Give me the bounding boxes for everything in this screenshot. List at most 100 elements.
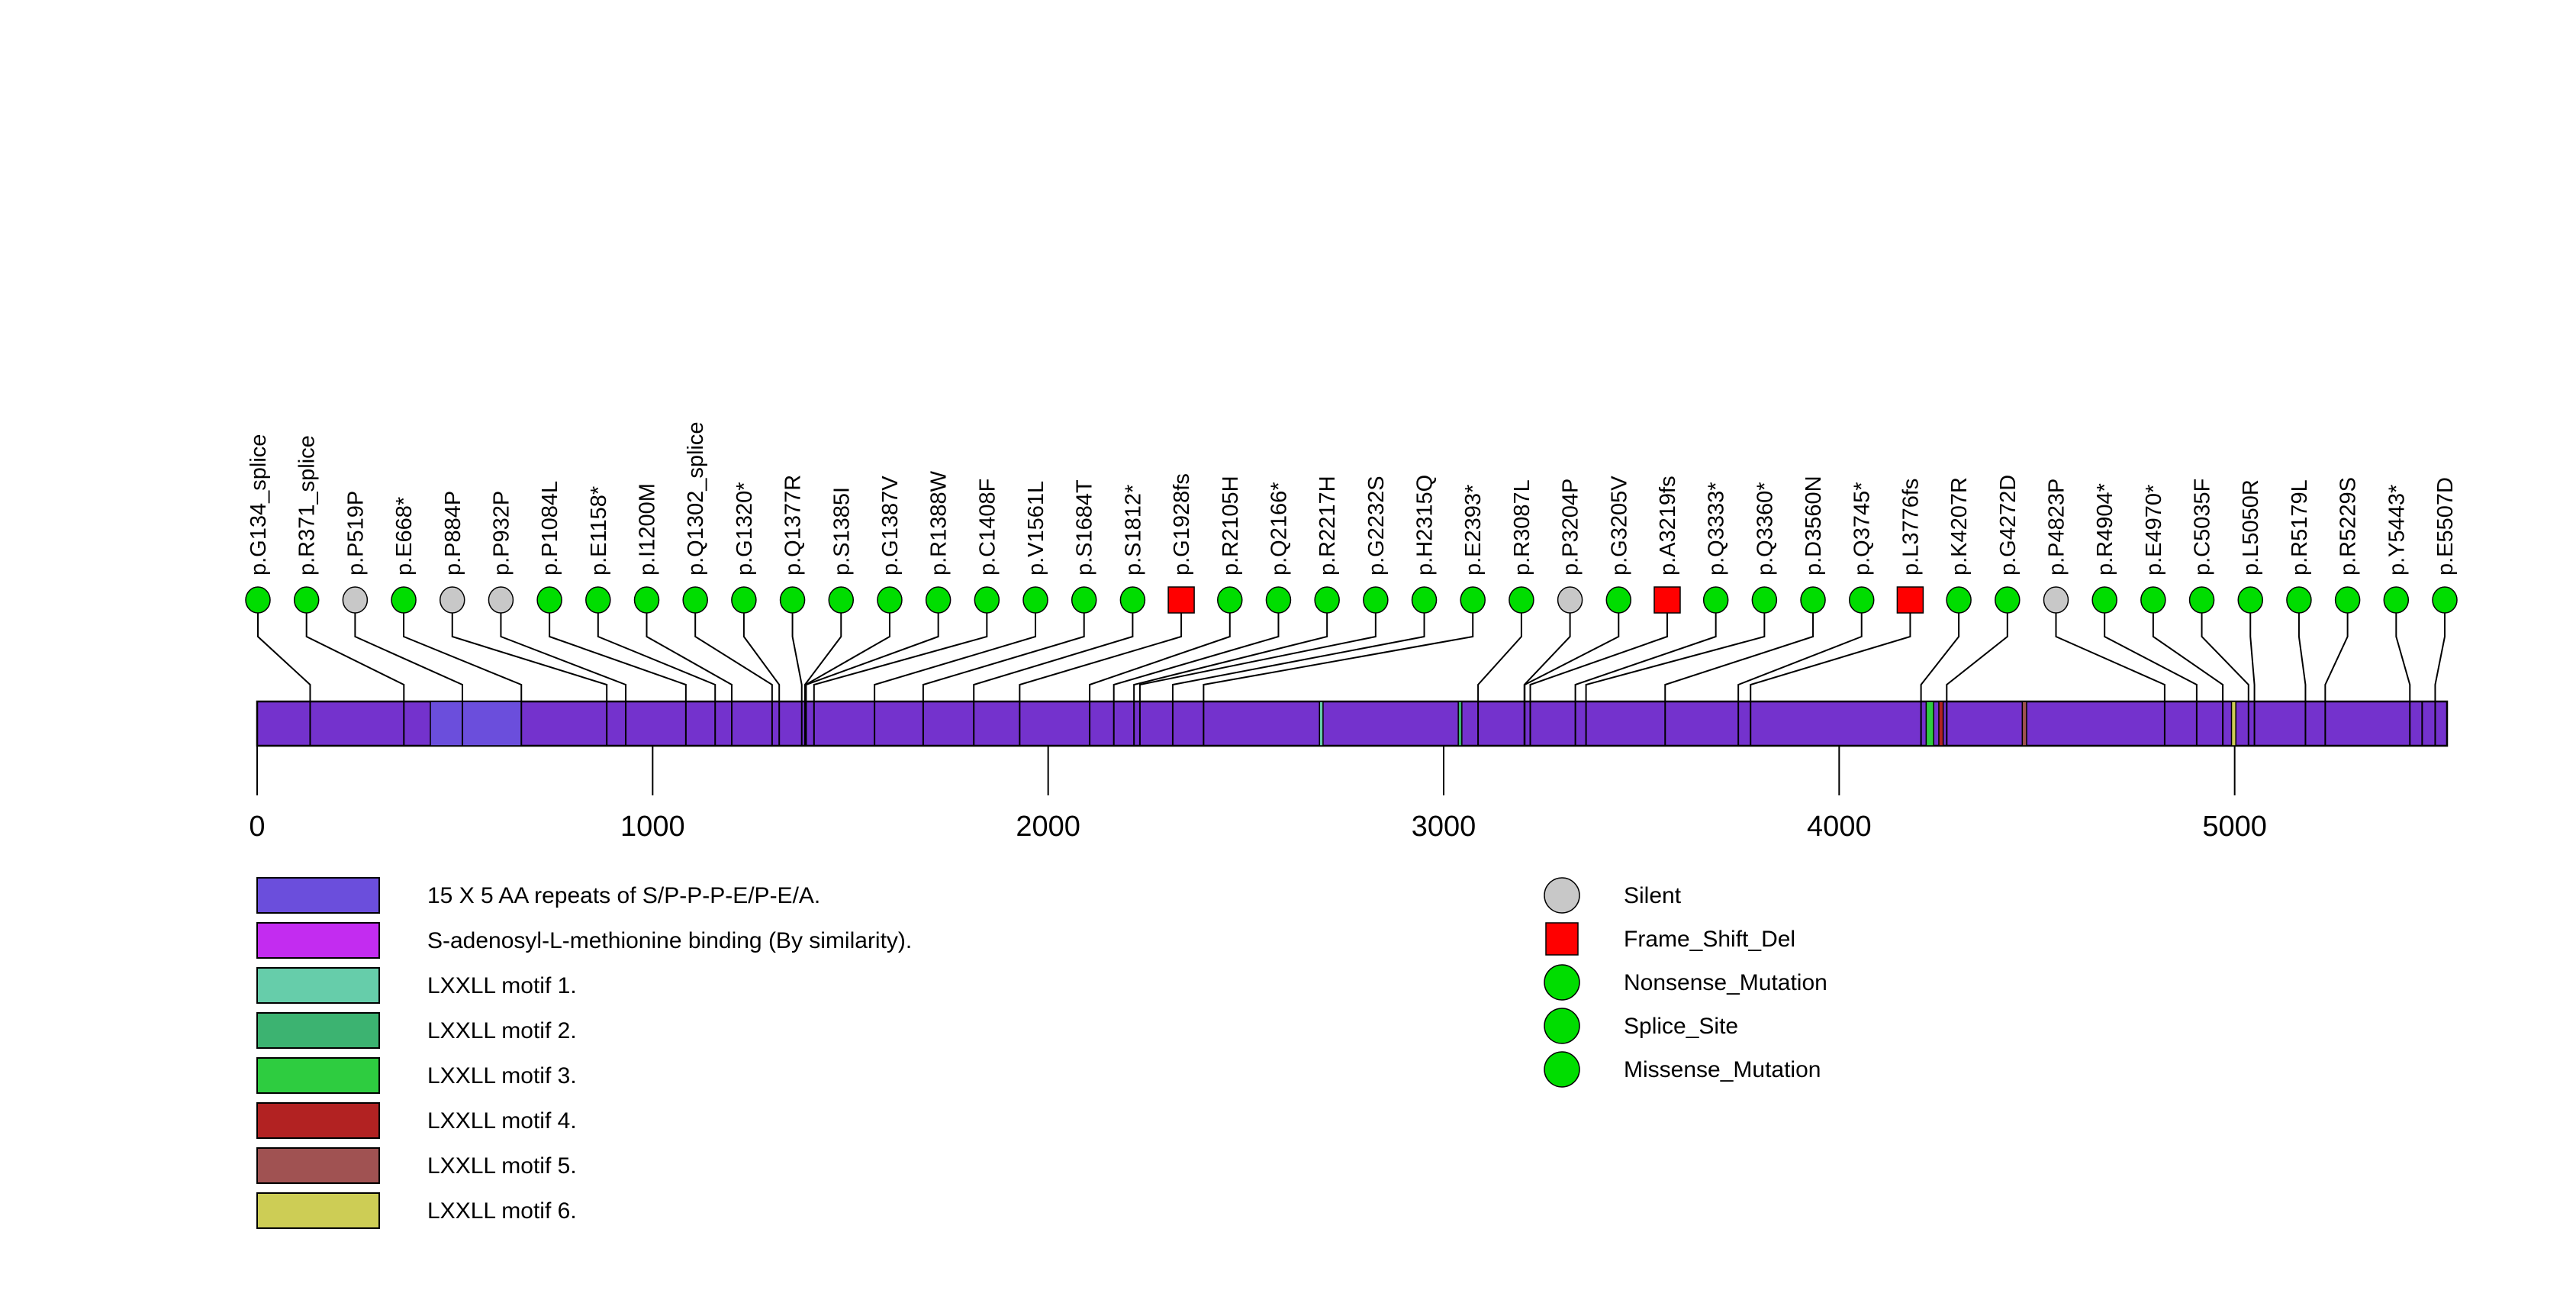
mutation-label: p.Q3333* [1705, 482, 1729, 576]
mutation-label: p.E4970* [2142, 485, 2166, 576]
mutation-connector [1737, 613, 1863, 746]
mutation-marker-circle [2091, 586, 2117, 614]
class-legend-circle [1544, 1051, 1580, 1088]
mutation-connector [1574, 613, 1717, 746]
domain-legend-label: LXXLL motif 3. [427, 1063, 577, 1088]
domain-legend-swatch [256, 1147, 380, 1184]
mutation-connector [451, 613, 608, 746]
mutation-marker-circle [1557, 586, 1583, 614]
mutation-label: p.S1684T [1073, 479, 1097, 576]
mutation-connector [2434, 613, 2446, 746]
mutation-connector [1920, 613, 1960, 746]
axis-tick-label: 0 [249, 811, 265, 843]
domain-lxxll-motif-1 [1319, 701, 1324, 747]
mutation-connector [1133, 613, 1328, 746]
domain-legend-label: LXXLL motif 5. [427, 1153, 577, 1179]
mutation-connector [2324, 613, 2349, 746]
mutation-label: p.P1084L [538, 481, 562, 576]
mutation-label: p.G1387V [878, 476, 903, 576]
mutation-connector [1113, 613, 1280, 746]
domain-legend-swatch [256, 1012, 380, 1049]
domain-legend-label: 15 X 5 AA repeats of S/P-P-P-E/P-E/A. [427, 883, 820, 908]
mutation-label: p.G1320* [733, 482, 757, 576]
axis-tick-label: 5000 [2202, 811, 2267, 843]
mutation-marker-circle [1217, 586, 1243, 614]
mutation-marker-circle [633, 586, 660, 614]
mutation-label: p.I1200M [636, 483, 660, 576]
mutation-marker-circle [1751, 586, 1778, 614]
mutation-connector [1524, 613, 1620, 746]
mutation-marker-circle [1022, 586, 1048, 614]
domain-lxxll-motif-6 [2230, 701, 2236, 747]
domain-legend-label: LXXLL motif 1. [427, 973, 577, 998]
mutation-label: p.P884P [441, 491, 465, 576]
mutation-label: p.L3776fs [1898, 479, 1923, 576]
mutation-connector [354, 613, 464, 746]
class-legend-label: Nonsense_Mutation [1624, 970, 1827, 995]
mutation-connector [1138, 613, 1377, 746]
mutation-label: p.G3205V [1607, 476, 1631, 576]
class-legend-circle [1544, 877, 1580, 914]
mutation-label: p.Q3745* [1850, 482, 1875, 576]
mutation-connector [1750, 613, 1911, 746]
domain-legend-swatch [256, 877, 380, 914]
mutation-marker-circle [1363, 586, 1389, 614]
mutation-connector [803, 613, 842, 746]
mutation-connector [597, 613, 716, 746]
mutation-connector [1203, 613, 1474, 746]
mutation-label: p.E668* [392, 497, 417, 576]
mutation-label: p.G2232S [1364, 476, 1389, 576]
mutation-label: p.V1561L [1024, 481, 1048, 576]
mutation-label: p.K4207R [1947, 477, 1972, 576]
mutation-label: p.R1388W [927, 470, 952, 576]
axis-tick-label: 3000 [1412, 811, 1476, 843]
mutation-label: p.R2217H [1315, 476, 1340, 576]
mutation-marker-circle [342, 586, 369, 614]
mutation-label: p.R5229S [2336, 477, 2361, 576]
mutation-label: p.C1408F [975, 479, 1000, 576]
domain-legend-swatch [256, 1057, 380, 1094]
mutation-marker-circle [877, 586, 903, 614]
mutation-marker-square [1167, 586, 1195, 614]
protein-bar [256, 700, 2449, 747]
mutation-connector [813, 613, 988, 746]
mutation-connector [2152, 613, 2224, 746]
mutation-marker-circle [682, 586, 708, 614]
mutation-label: p.P519P [343, 491, 368, 576]
mutation-label: p.E1158* [587, 486, 611, 576]
mutation-marker-circle [1848, 586, 1875, 614]
mutation-connector [403, 613, 523, 746]
mutation-connector [2297, 613, 2307, 746]
mutation-marker-circle [2286, 586, 2312, 614]
domain-lxxll-motif-2 [1457, 701, 1463, 747]
mutation-connector [646, 613, 733, 746]
domain-legend-swatch [256, 922, 380, 959]
mutation-marker-circle [1265, 586, 1292, 614]
mutation-label: p.E2393* [1461, 485, 1486, 576]
mutation-connector [742, 613, 781, 746]
domain-lxxll-motif-3 [1925, 701, 1934, 747]
mutation-label: p.Q1377R [781, 475, 806, 576]
mutation-label: p.G134_splice [246, 434, 271, 576]
axis-tick-label: 4000 [1807, 811, 1872, 843]
mutation-connector [694, 613, 773, 746]
domain-lxxll-motif-4 [1938, 701, 1944, 747]
mutation-marker-circle [2188, 586, 2215, 614]
mutation-connector [805, 613, 939, 746]
mutation-connector [549, 613, 687, 746]
mutation-marker-circle [1460, 586, 1486, 614]
mutation-marker-circle [536, 586, 562, 614]
mutation-label: p.P932P [489, 491, 514, 576]
mutation-label: p.A3219fs [1656, 476, 1680, 576]
mutation-connector [2104, 613, 2198, 746]
mutation-marker-circle [2432, 586, 2458, 614]
domain-legend-label: LXXLL motif 4. [427, 1108, 577, 1134]
mutation-connector [257, 613, 311, 746]
domain-legend-swatch [256, 1192, 380, 1229]
domain-legend-swatch [256, 1102, 380, 1139]
mutation-connector [874, 613, 1037, 746]
domain-lxxll-motif-5 [2021, 701, 2027, 747]
mutation-label: p.R2105H [1219, 476, 1243, 576]
class-legend-label: Missense_Mutation [1624, 1057, 1821, 1082]
